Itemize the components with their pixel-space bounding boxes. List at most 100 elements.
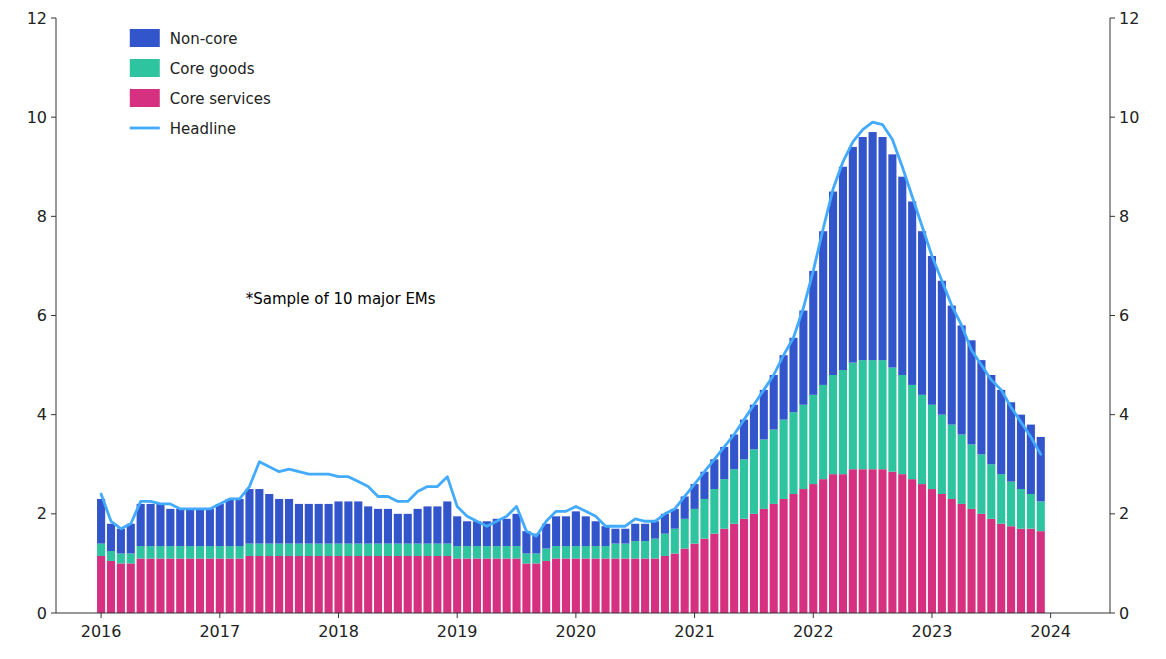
- bar-segment: [325, 544, 333, 556]
- y2-tick: [1110, 117, 1115, 118]
- bar-segment: [720, 479, 728, 529]
- bar-segment: [354, 501, 362, 543]
- bar-segment: [562, 546, 570, 558]
- bar-segment: [483, 546, 491, 558]
- bar-segment: [799, 311, 807, 405]
- bar-segment: [394, 514, 402, 544]
- bar-segment: [186, 509, 194, 546]
- bar-segment: [967, 509, 975, 613]
- x-tick-label: 2019: [437, 622, 478, 641]
- bar-segment: [315, 556, 323, 613]
- x-tick: [338, 613, 339, 618]
- bar-segment: [344, 556, 352, 613]
- bar-segment: [503, 519, 511, 546]
- bar-segment: [433, 506, 441, 543]
- bar-segment: [948, 306, 956, 425]
- bar-segment: [196, 558, 204, 613]
- bar-segment: [255, 556, 263, 613]
- bar-segment: [691, 509, 699, 544]
- bar-segment: [206, 546, 214, 558]
- y-tick-label: 0: [37, 604, 47, 623]
- bar-segment: [423, 556, 431, 613]
- bar-segment: [473, 521, 481, 546]
- bar-segment: [849, 147, 857, 363]
- bar-segment: [809, 395, 817, 484]
- bar-segment: [325, 504, 333, 544]
- bar-segment: [236, 546, 244, 558]
- bar-segment: [334, 501, 342, 543]
- bar-segment: [305, 504, 313, 544]
- bar-segment: [562, 558, 570, 613]
- bar-segment: [107, 551, 115, 561]
- bar-segment: [493, 546, 501, 558]
- legend-label: Core goods: [170, 60, 255, 78]
- bar-segment: [522, 531, 530, 553]
- bar-segment: [611, 558, 619, 613]
- bar-segment: [1017, 489, 1025, 529]
- x-tick-label: 2021: [674, 622, 715, 641]
- bar-segment: [216, 558, 224, 613]
- y-tick: [51, 613, 56, 614]
- y-tick-label: 6: [37, 306, 47, 325]
- bar-segment: [641, 558, 649, 613]
- bar-segment: [97, 544, 105, 556]
- bar-segment: [740, 459, 748, 518]
- y-tick: [51, 315, 56, 316]
- legend-swatch: [130, 127, 160, 130]
- bar-segment: [265, 494, 273, 544]
- bar-segment: [394, 544, 402, 556]
- bar-segment: [483, 558, 491, 613]
- bar-segment: [325, 556, 333, 613]
- bar-segment: [334, 544, 342, 556]
- bar-segment: [878, 360, 886, 469]
- bar-segment: [127, 563, 135, 613]
- bar-segment: [829, 474, 837, 613]
- bar-segment: [760, 390, 768, 440]
- bar-segment: [681, 519, 689, 549]
- bar-segment: [770, 504, 778, 613]
- bar-segment: [423, 506, 431, 543]
- bar-segment: [869, 132, 877, 360]
- bar-segment: [710, 534, 718, 613]
- bar-segment: [977, 454, 985, 514]
- bar-segment: [305, 544, 313, 556]
- bar-segment: [236, 558, 244, 613]
- bar-segment: [987, 519, 995, 613]
- y2-tick-label: 10: [1119, 108, 1139, 127]
- x-tick: [219, 613, 220, 618]
- bar-segment: [156, 558, 164, 613]
- x-tick-label: 2023: [912, 622, 953, 641]
- x-tick-label: 2022: [793, 622, 834, 641]
- bar-segment: [443, 556, 451, 613]
- bar-segment: [908, 201, 916, 384]
- bar-segment: [700, 499, 708, 539]
- bar-segment: [938, 494, 946, 613]
- bar-segment: [226, 558, 234, 613]
- x-tick: [813, 613, 814, 618]
- bar-segment: [918, 395, 926, 484]
- bar-segment: [691, 544, 699, 613]
- bar-segment: [364, 544, 372, 556]
- legend-swatch: [130, 59, 160, 77]
- bar-segment: [671, 554, 679, 614]
- bar-segment: [582, 546, 590, 558]
- bar-segment: [433, 544, 441, 556]
- bar-segment: [809, 271, 817, 395]
- bar-segment: [1037, 531, 1045, 613]
- bar-segment: [404, 544, 412, 556]
- bar-segment: [156, 546, 164, 558]
- bar-segment: [770, 375, 778, 430]
- x-tick-label: 2020: [556, 622, 597, 641]
- bar-segment: [997, 390, 1005, 474]
- bar-segment: [928, 405, 936, 489]
- bar-segment: [809, 484, 817, 613]
- y2-tick-label: 12: [1119, 9, 1139, 28]
- bar-segment: [888, 472, 896, 613]
- bar-segment: [878, 137, 886, 360]
- bar-segment: [166, 558, 174, 613]
- bar-segment: [404, 556, 412, 613]
- bar-segment: [977, 360, 985, 454]
- bar-segment: [236, 499, 244, 546]
- bar-segment: [592, 546, 600, 558]
- bar-segment: [621, 558, 629, 613]
